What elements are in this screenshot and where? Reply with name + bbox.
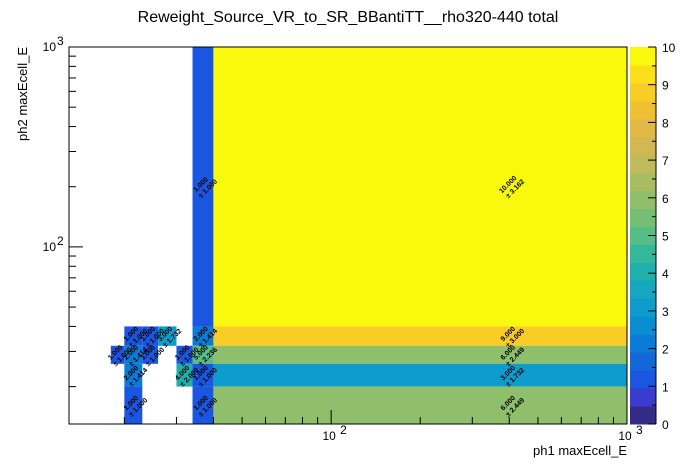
color-scale-band [630, 334, 656, 353]
heatmap-cell [213, 345, 627, 364]
color-scale-tick-label: 4 [662, 267, 669, 281]
color-scale-band [630, 64, 656, 84]
color-scale-band [630, 190, 656, 210]
heatmap-cell [176, 345, 193, 364]
y-tick-exponent: 2 [57, 234, 64, 248]
color-scale-band [630, 118, 656, 138]
chart-title: Reweight_Source_VR_to_SR_BBantiTT__rho32… [138, 9, 559, 26]
color-scale-band [630, 244, 656, 263]
x-tick-exponent: 2 [340, 423, 347, 437]
color-scale-tick-label: 0 [662, 418, 669, 432]
color-scale-band [630, 82, 656, 102]
heatmap-cell [158, 326, 177, 346]
x-axis-label: ph1 maxEcell_E [533, 443, 627, 458]
color-scale-band [630, 226, 656, 245]
x-tick-exponent: 3 [636, 423, 643, 437]
color-scale-band [630, 172, 656, 192]
heatmap-cell [213, 47, 627, 327]
color-scale-tick-label: 7 [662, 154, 669, 168]
plot-frame [68, 46, 628, 425]
heatmap-cell [124, 345, 143, 364]
color-scale-band [630, 352, 656, 371]
heatmap-cell [192, 326, 214, 346]
heatmap-cell [124, 363, 143, 387]
color-scale-band [630, 208, 656, 228]
color-scale-band [630, 47, 656, 66]
axes: 10 2 10 310 210 3 [43, 34, 643, 443]
color-scale-tick-label: 6 [662, 192, 669, 206]
color-scale-tick-label: 10 [662, 41, 676, 55]
heatmap-cell [142, 326, 159, 346]
color-scale-tick-label: 8 [662, 116, 669, 130]
color-scale-band [630, 136, 656, 156]
y-tick-label: 10 [43, 40, 57, 54]
color-scale-band [630, 262, 656, 281]
color-scale-band [630, 280, 656, 299]
color-scale-tick-label: 2 [662, 343, 669, 357]
color-scale-band [630, 370, 656, 389]
color-scale-tick-label: 9 [662, 79, 669, 93]
heatmap-cell [124, 326, 143, 346]
y-tick-label: 10 [43, 240, 57, 254]
y-tick-exponent: 3 [57, 34, 64, 48]
heatmap-cell [213, 326, 627, 346]
x-tick-label: 10 [322, 429, 336, 443]
heatmap-cell [110, 345, 125, 364]
color-scale-band [630, 100, 656, 120]
heatmap-cell [213, 363, 627, 387]
y-axis-label: ph2 maxEcell_E [15, 47, 30, 141]
color-scale-band [630, 316, 656, 335]
color-scale-band [630, 388, 656, 407]
heatmap-cell [192, 386, 214, 424]
color-scale-tick-label: 1 [662, 380, 669, 394]
color-scale-band [630, 154, 656, 174]
heatmap-cell [176, 363, 193, 387]
heatmap-cell [192, 345, 214, 364]
heatmap-cell [192, 363, 214, 387]
heatmap-cell [192, 47, 214, 327]
heatmap-cell [124, 386, 143, 424]
color-scale: 0 1 2 3 4 5 6 7 8 9 10 [630, 41, 676, 432]
heatmap-cell [142, 345, 159, 364]
color-scale-band [630, 298, 656, 317]
color-scale-tick-label: 5 [662, 230, 669, 244]
x-tick-label: 10 [618, 429, 632, 443]
color-scale-band [630, 406, 656, 425]
color-scale-tick-label: 3 [662, 305, 669, 319]
